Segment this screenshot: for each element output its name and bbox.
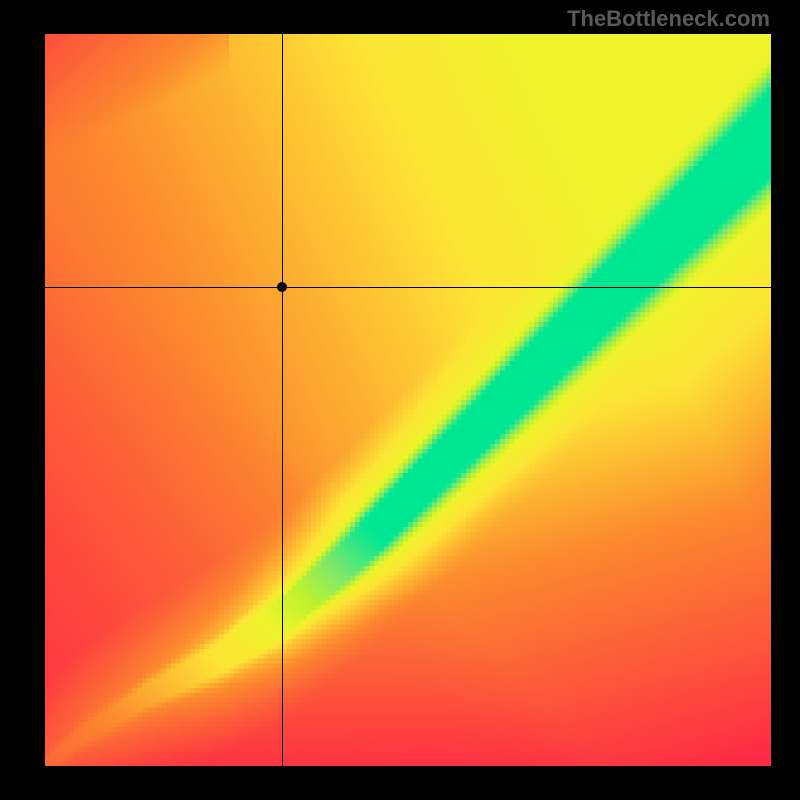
watermark-text: TheBottleneck.com — [567, 6, 770, 32]
heatmap-plot-area — [45, 34, 771, 766]
crosshair-marker — [277, 282, 287, 292]
heatmap-canvas — [45, 34, 771, 766]
crosshair-horizontal — [45, 287, 771, 288]
crosshair-vertical — [282, 34, 283, 766]
